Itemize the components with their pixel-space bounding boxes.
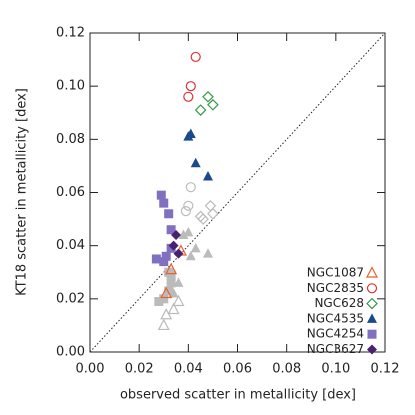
point bbox=[168, 240, 179, 251]
x-tick-label: 0.12 bbox=[371, 362, 400, 377]
point bbox=[159, 257, 169, 267]
point bbox=[160, 286, 173, 299]
x-tick-label: 0.02 bbox=[125, 362, 154, 377]
point bbox=[185, 128, 196, 139]
point bbox=[194, 104, 207, 116]
point bbox=[173, 277, 184, 287]
legend-label: NGC2835 bbox=[307, 281, 364, 295]
point bbox=[151, 254, 161, 264]
legend-label: NGC628 bbox=[314, 296, 364, 310]
point bbox=[161, 251, 171, 261]
y-tick-label: 0.12 bbox=[56, 26, 85, 41]
point bbox=[164, 286, 174, 296]
point bbox=[166, 243, 176, 253]
point bbox=[183, 91, 194, 102]
y-tick-label: 0.02 bbox=[56, 291, 85, 306]
point bbox=[190, 242, 201, 253]
point bbox=[178, 229, 189, 240]
point bbox=[164, 209, 174, 219]
legend-marker bbox=[367, 344, 377, 355]
point bbox=[167, 302, 180, 315]
y-axis-label: KT18 scatter in metallicity [dex] bbox=[15, 88, 30, 296]
point bbox=[203, 248, 213, 258]
point bbox=[194, 210, 207, 223]
legend-label: NGC3627 bbox=[307, 342, 364, 356]
x-tick-label: 0.00 bbox=[76, 362, 105, 377]
legend-marker bbox=[366, 283, 378, 294]
point bbox=[185, 250, 196, 261]
y-tick-label: 0.00 bbox=[56, 345, 85, 360]
point bbox=[165, 262, 178, 275]
y-tick-label: 0.06 bbox=[56, 185, 85, 200]
x-tick-label: 0.08 bbox=[272, 362, 301, 377]
point bbox=[183, 200, 194, 211]
legend-label: NGC1087 bbox=[307, 266, 364, 280]
point bbox=[190, 157, 201, 168]
point bbox=[172, 294, 185, 307]
point bbox=[164, 267, 174, 277]
point bbox=[171, 230, 182, 241]
legend-marker bbox=[366, 266, 378, 278]
point bbox=[166, 278, 176, 288]
point bbox=[183, 226, 194, 237]
legend-label: NGC4254 bbox=[307, 327, 364, 341]
legend-marker bbox=[367, 329, 377, 339]
legend-marker bbox=[366, 297, 378, 310]
point bbox=[154, 296, 164, 306]
point bbox=[166, 225, 176, 235]
point bbox=[197, 213, 209, 225]
y-tick-label: 0.10 bbox=[56, 79, 85, 94]
point bbox=[185, 81, 196, 92]
point bbox=[173, 248, 184, 259]
point bbox=[185, 182, 196, 193]
x-tick-label: 0.06 bbox=[223, 362, 252, 377]
one-to-one-line bbox=[89, 32, 386, 353]
y-tick-label: 0.08 bbox=[56, 132, 85, 147]
point bbox=[207, 207, 219, 220]
point bbox=[156, 190, 166, 200]
point bbox=[203, 171, 213, 181]
point bbox=[190, 51, 201, 63]
x-axis-label: observed scatter in metallicity [dex] bbox=[120, 388, 356, 403]
x-tick-label: 0.04 bbox=[174, 362, 203, 377]
x-tick-label: 0.10 bbox=[321, 362, 350, 377]
point bbox=[159, 198, 169, 208]
point bbox=[157, 318, 170, 331]
point bbox=[180, 206, 191, 217]
y-tick-label: 0.04 bbox=[56, 238, 85, 253]
point bbox=[207, 98, 219, 111]
legend-label: NGC4535 bbox=[307, 311, 364, 325]
legend-marker bbox=[367, 313, 377, 323]
point bbox=[202, 90, 214, 103]
point bbox=[159, 294, 169, 304]
